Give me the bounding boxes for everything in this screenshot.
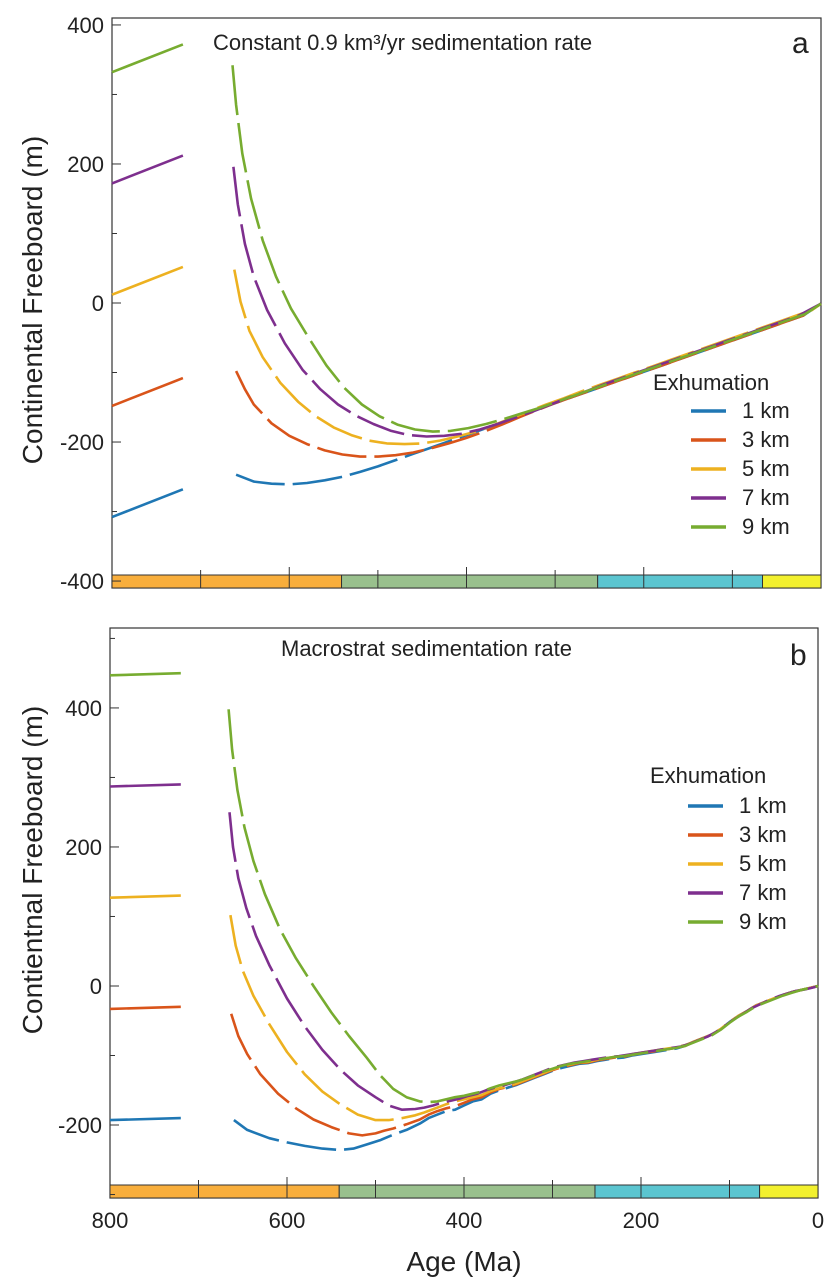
- x-tick-label: 0: [812, 1208, 824, 1233]
- legend-label: 5 km: [742, 456, 790, 481]
- x-tick-label: 200: [623, 1208, 660, 1233]
- x-tick-label: 400: [446, 1208, 483, 1233]
- panel-b-xlabel: Age (Ma): [406, 1246, 521, 1277]
- series-line-pre: [109, 671, 181, 677]
- legend-label: 9 km: [742, 514, 790, 539]
- legend-label: 3 km: [742, 427, 790, 452]
- y-tick-label: 200: [67, 152, 104, 177]
- series-line: [234, 302, 822, 458]
- series-line-pre: [109, 1116, 181, 1122]
- era-band: [759, 1184, 819, 1199]
- legend-label: 7 km: [739, 880, 787, 905]
- y-tick-label: -200: [58, 1113, 102, 1138]
- series-line: [232, 166, 822, 438]
- y-tick-label: -400: [60, 569, 104, 594]
- series-line-pre: [109, 894, 181, 899]
- plot-frame: [109, 627, 819, 1199]
- panel-b-plot: 400 200 0 -200 800 600 400 200 0 Exhumation 1 km 3 …: [58, 627, 824, 1233]
- legend-label: 1 km: [742, 398, 790, 423]
- era-band: [111, 574, 343, 589]
- panel-a-title: Constant 0.9 km³/yr sedimentation rate: [213, 30, 592, 55]
- series-line: [228, 812, 819, 1111]
- legend-label: 3 km: [739, 822, 787, 847]
- panel-b-ylabel: Contientnal Freeboard (m): [17, 706, 48, 1034]
- era-band: [597, 574, 764, 589]
- panel-b-letter: b: [790, 639, 807, 672]
- series-line: [227, 709, 819, 1104]
- panel-a-letter: a: [792, 27, 809, 60]
- legend-title: Exhumation: [650, 763, 766, 788]
- series-line-pre: [109, 783, 181, 788]
- legend-label: 9 km: [739, 909, 787, 934]
- y-tick-label: 0: [90, 974, 102, 999]
- series-line-pre: [111, 265, 184, 296]
- series-line: [233, 984, 819, 1152]
- y-tick-label: 200: [65, 835, 102, 860]
- era-band: [594, 1184, 761, 1199]
- x-tick-label: 600: [269, 1208, 306, 1233]
- x-tick-label: 800: [92, 1208, 129, 1233]
- legend-label: 7 km: [742, 485, 790, 510]
- era-band: [762, 574, 822, 589]
- series-line-pre: [111, 154, 184, 185]
- panel-a-plot: 400 200 0 -200 -400 Exhumation 1 km 3 km 5 km 7 k…: [60, 13, 822, 594]
- era-band: [341, 574, 599, 589]
- y-tick-label: 400: [67, 13, 104, 38]
- legend-title: Exhumation: [653, 370, 769, 395]
- series-line-pre: [111, 488, 184, 519]
- y-tick-label: 0: [92, 291, 104, 316]
- legend-label: 5 km: [739, 851, 787, 876]
- era-band: [109, 1184, 340, 1199]
- series-line: [229, 984, 819, 1137]
- panel-b-title: Macrostrat sedimentation rate: [281, 636, 572, 661]
- series-line-pre: [109, 1005, 181, 1011]
- era-band: [338, 1184, 596, 1199]
- series-line: [229, 914, 819, 1122]
- series-line: [231, 65, 822, 433]
- series-line-pre: [111, 376, 184, 408]
- y-tick-label: 400: [65, 696, 102, 721]
- panel-a-ylabel: Continental Freeboard (m): [17, 136, 48, 464]
- y-tick-label: -200: [60, 430, 104, 455]
- plot-frame: [111, 17, 822, 589]
- series-line-pre: [111, 43, 184, 74]
- legend-label: 1 km: [739, 793, 787, 818]
